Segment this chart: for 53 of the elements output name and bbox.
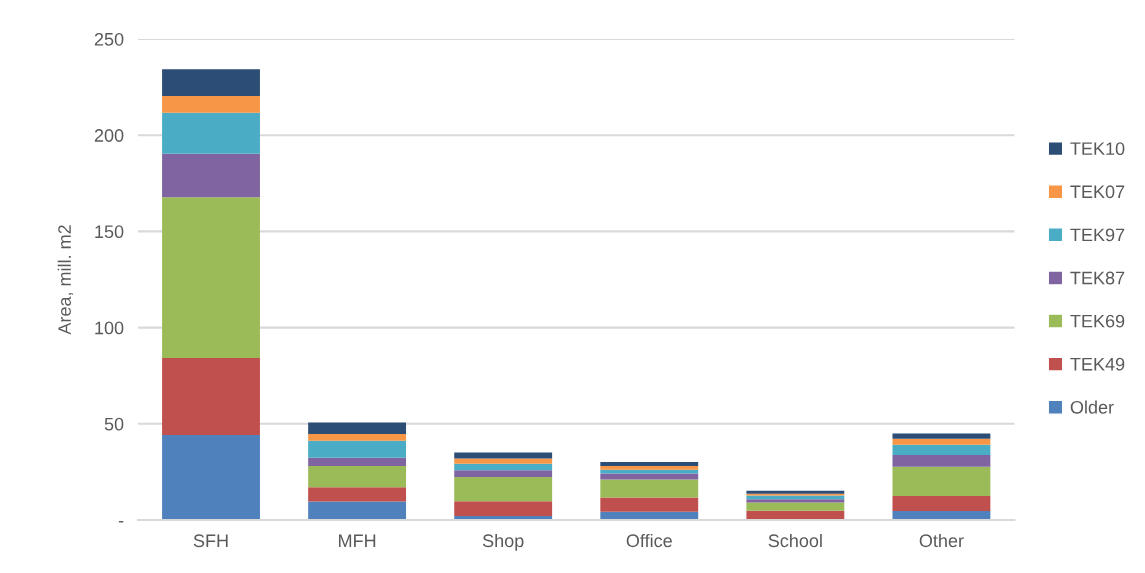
y-tick-label: 100 (95, 321, 124, 335)
bar (746, 502, 845, 511)
legend-label: TEK69 (1070, 314, 1125, 328)
bar (600, 462, 699, 467)
bar (892, 438, 991, 445)
bar (162, 112, 260, 154)
bar (892, 454, 991, 467)
x-tick-label: SFH (193, 534, 228, 548)
y-tick-label: 50 (104, 417, 124, 431)
bar (162, 96, 260, 113)
y-tick-label: - (118, 521, 124, 523)
y-tick-label: 250 (94, 32, 124, 46)
bar (454, 463, 553, 471)
bar (162, 434, 260, 520)
legend-label: TEK49 (1070, 357, 1125, 371)
x-tick-label: School (768, 533, 822, 548)
bar (600, 473, 699, 480)
bar (454, 458, 553, 464)
bar (454, 452, 553, 459)
bar (308, 457, 407, 467)
bar (892, 466, 991, 496)
bar (454, 470, 553, 478)
legend-label: Older (1070, 400, 1114, 414)
legend-label: TEK07 (1070, 185, 1125, 199)
bar (308, 487, 407, 502)
bar (746, 499, 845, 503)
bar (308, 440, 407, 458)
bar (600, 466, 699, 470)
bar (892, 433, 991, 439)
bar (162, 69, 260, 97)
bar (308, 433, 407, 441)
bar (162, 153, 260, 198)
x-tick-label: MFH (339, 534, 376, 547)
bar (308, 501, 407, 520)
legend-label: TEK97 (1070, 228, 1125, 242)
bar (454, 501, 553, 516)
y-tick-label: 200 (94, 129, 124, 142)
y-tick-label: 150 (95, 225, 124, 239)
x-tick-label: Shop (482, 533, 524, 551)
legend-label: TEK87 (1070, 271, 1125, 285)
bar (162, 357, 260, 435)
bar (600, 497, 699, 512)
bar (600, 479, 699, 498)
bar (454, 477, 553, 502)
bar (162, 197, 260, 358)
x-tick-label: Office (626, 533, 672, 548)
bar (892, 495, 991, 511)
y-axis-title: Area, mill. m2 (57, 225, 74, 335)
bar (308, 422, 407, 434)
bar (308, 466, 407, 488)
x-tick-label: Other (919, 533, 964, 548)
legend-label: TEK10 (1070, 142, 1125, 156)
bar (892, 444, 991, 455)
